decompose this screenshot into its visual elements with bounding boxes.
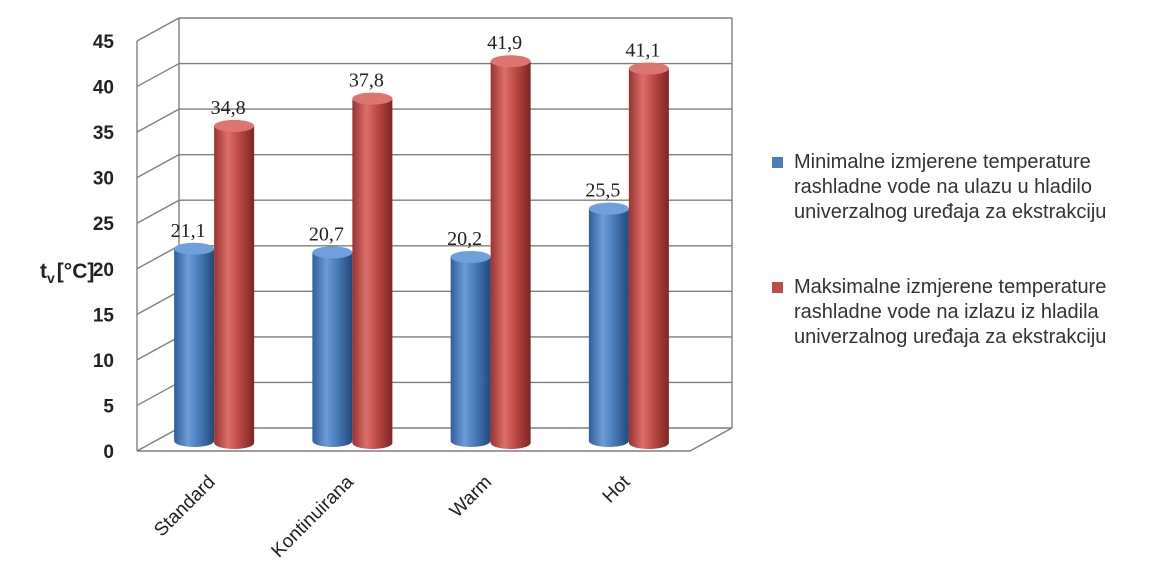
bar-top (588, 202, 629, 215)
y-axis-label-sub: v (47, 270, 55, 286)
x-category-label: Hot (599, 471, 635, 507)
y-axis-label-unit: [°C] (57, 260, 95, 283)
legend-swatch-max (772, 282, 783, 293)
data-labels: 21,1 34,8 20,7 37,8 20,2 41,9 25,5 41,1 (171, 32, 661, 250)
data-label: 41,1 (625, 40, 660, 62)
legend-swatch-min (772, 157, 783, 168)
data-label: 21,1 (171, 220, 206, 242)
bar-top (490, 55, 531, 68)
gridline-side (136, 62, 180, 88)
y-axis-ticks: 0 5 10 15 20 25 30 35 40 45 (93, 32, 115, 463)
gridline-side (136, 245, 180, 270)
bars (174, 55, 669, 450)
y-axis-label: tv[°C] (40, 260, 94, 286)
bar (450, 250, 491, 447)
y-tick-label: 35 (93, 123, 115, 144)
bar-top (174, 242, 215, 255)
y-tick-label: 40 (93, 78, 114, 99)
bar-body (490, 61, 531, 449)
chart-walls (136, 18, 733, 452)
bar-body (628, 68, 669, 450)
bar-top (214, 119, 255, 132)
bar (312, 246, 353, 447)
data-label: 37,8 (349, 70, 384, 92)
bar-body (352, 98, 393, 449)
y-tick-label: 30 (93, 169, 114, 190)
data-label: 25,5 (585, 180, 620, 202)
gridline-side (136, 17, 180, 42)
bar-body (214, 125, 255, 449)
bar (490, 55, 531, 449)
bar (628, 62, 669, 450)
bar-top (312, 246, 353, 259)
bar-top (352, 92, 393, 105)
bar-body (312, 252, 353, 447)
bar (174, 242, 215, 447)
bar-body (450, 256, 491, 447)
y-tick-label: 20 (93, 260, 114, 281)
bar (588, 202, 629, 447)
gridline-side (136, 154, 180, 179)
bar-top (628, 62, 669, 75)
gridline-side (136, 290, 180, 315)
bar-top (450, 250, 491, 263)
x-axis-categories: Standard Kontinuirana Warm Hot (150, 471, 635, 562)
y-axis-label-main: t (40, 260, 47, 283)
data-label: 34,8 (211, 97, 246, 119)
bar-body (588, 208, 629, 447)
bar (214, 119, 255, 449)
y-tick-label: 0 (103, 442, 114, 463)
gridline-side (136, 199, 180, 224)
gridline-side (136, 108, 180, 133)
y-tick-label: 25 (93, 214, 115, 235)
x-category-label: Standard (150, 472, 219, 541)
legend-label-min: Minimalne izmjerene temperature rashladn… (794, 151, 1107, 223)
bar (352, 92, 393, 449)
data-label: 20,2 (447, 228, 482, 250)
y-tick-label: 45 (93, 32, 115, 53)
data-label: 20,7 (309, 223, 344, 245)
gridline-side (136, 381, 180, 407)
x-category-label: Warm (446, 472, 496, 522)
y-tick-label: 5 (103, 396, 114, 417)
legend-label-max: Maksimalne izmjerene temperature rashlad… (794, 276, 1107, 348)
y-tick-label: 10 (93, 351, 114, 372)
x-category-label: Kontinuirana (268, 471, 359, 562)
bar-body (174, 248, 215, 447)
gridline-side (136, 336, 180, 361)
y-tick-label: 15 (93, 305, 115, 326)
data-label: 41,9 (487, 32, 522, 54)
